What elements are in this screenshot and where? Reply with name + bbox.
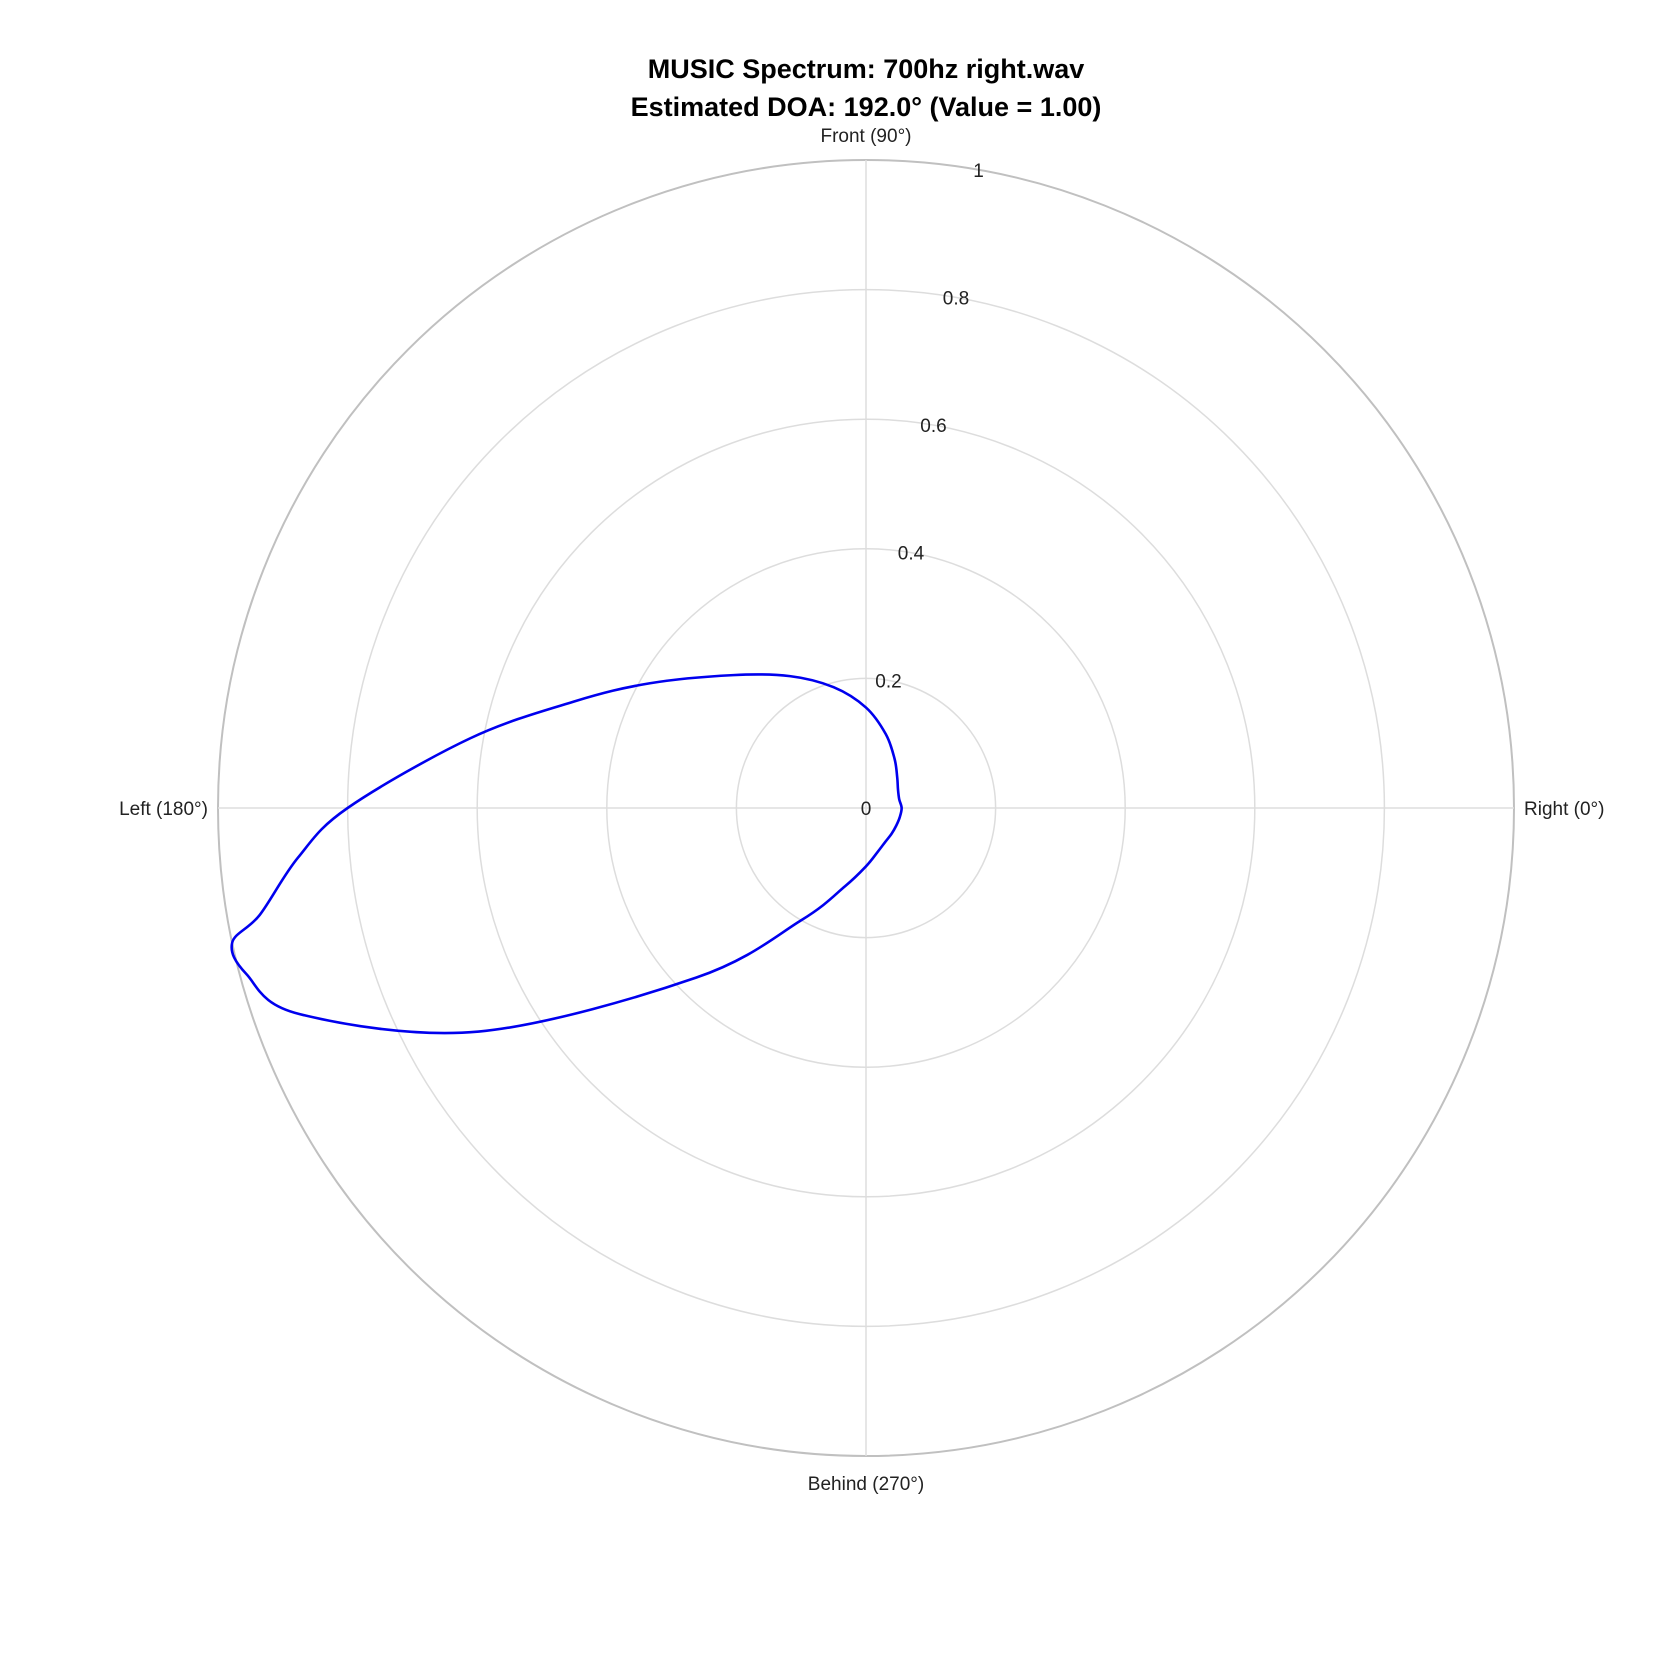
radial-tick-labels: 0 0.2 0.4 0.6 0.8 1 xyxy=(861,161,984,820)
radial-tick-label-3: 0.6 xyxy=(920,416,946,437)
angle-label-180: Left (180°) xyxy=(119,799,208,820)
angle-label-0: Right (0°) xyxy=(1524,799,1604,820)
series-layer xyxy=(230,673,903,1035)
series-line-0 xyxy=(230,673,903,1035)
angle-labels: Right (0°) Front (90°) Left (180°) Behind (… xyxy=(119,126,1604,1495)
radial-tick-label-5: 1 xyxy=(973,161,984,182)
chart-title-line1: MUSIC Spectrum: 700hz right.wav xyxy=(648,54,1085,84)
angle-label-270: Behind (270°) xyxy=(808,1474,924,1495)
radial-tick-label-0: 0 xyxy=(861,799,872,820)
radial-tick-label-2: 0.4 xyxy=(898,544,925,565)
radial-tick-label-4: 0.8 xyxy=(943,288,969,309)
angle-label-90: Front (90°) xyxy=(820,126,911,147)
chart-title-line2: Estimated DOA: 192.0° (Value = 1.00) xyxy=(631,92,1102,122)
radial-tick-label-1: 0.2 xyxy=(875,671,901,692)
